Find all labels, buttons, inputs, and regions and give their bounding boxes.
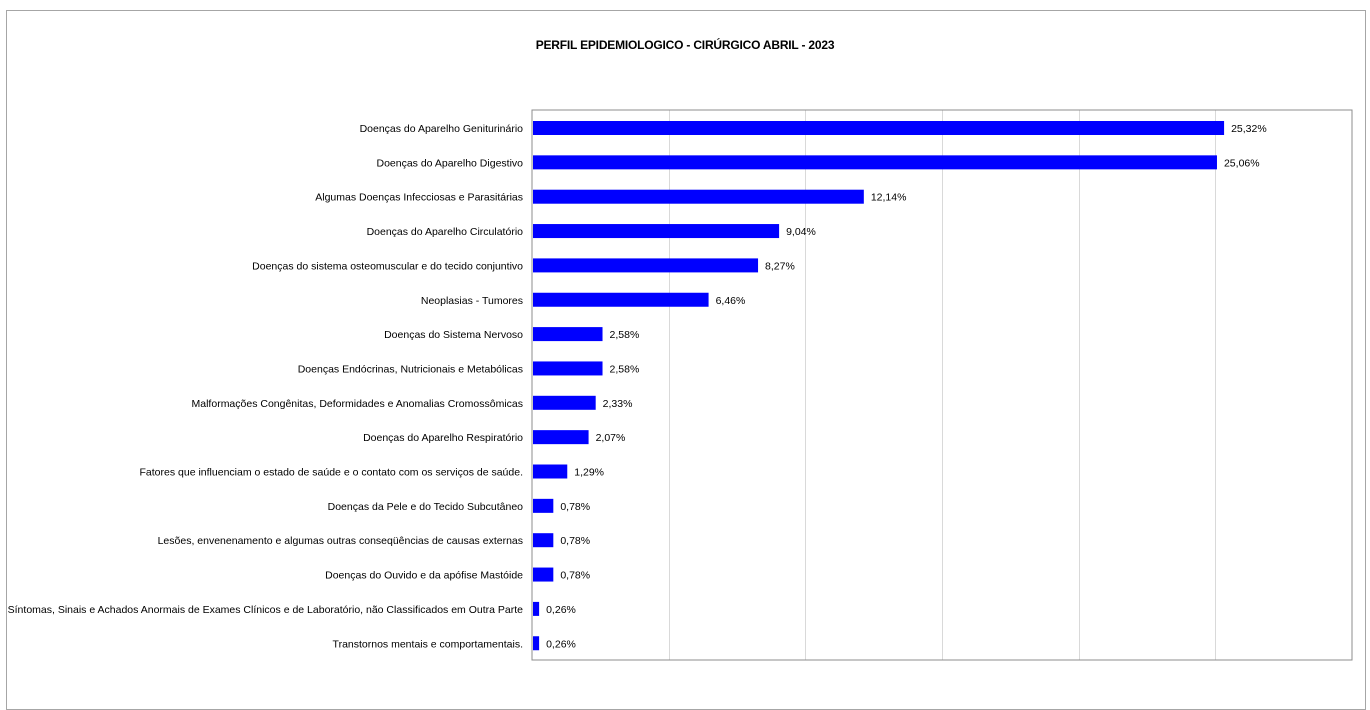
bar (533, 464, 568, 479)
bar (533, 121, 1225, 135)
bar (533, 189, 864, 204)
bar (533, 601, 540, 616)
category-label: Neoplasias - Tumores (421, 295, 523, 307)
value-label: 2,07% (596, 432, 626, 444)
chart-title: PERFIL EPIDEMIOLOGICO - CIRÚRGICO ABRIL … (535, 38, 835, 52)
bar (533, 498, 554, 513)
value-label: 8,27% (765, 260, 795, 272)
category-labels: Doenças do Aparelho Geniturinário Doenças… (8, 123, 524, 650)
bar (533, 361, 603, 376)
bar (533, 636, 540, 651)
value-label: 0,78% (560, 570, 590, 582)
category-label: Fatores que influenciam o estado de saúd… (140, 467, 523, 479)
category-label: Doenças do sistema osteomuscular e do te… (252, 260, 523, 272)
value-label: 0,78% (560, 501, 590, 513)
value-label: 0,26% (546, 638, 576, 650)
category-label: Doenças do Sistema Nervoso (384, 329, 523, 341)
bars (533, 121, 1225, 651)
bar (533, 155, 1217, 170)
category-label: Síntomas, Sinais e Achados Anormais de E… (8, 604, 524, 616)
bar (533, 395, 596, 410)
value-label: 25,32% (1231, 123, 1267, 135)
bar (533, 258, 759, 273)
category-label: Transtornos mentais e comportamentais. (333, 638, 523, 650)
bar (533, 567, 554, 582)
category-label: Malformações Congênitas, Deformidades e … (192, 398, 523, 410)
value-label: 0,78% (560, 535, 590, 547)
category-label: Doenças do Aparelho Circulatório (367, 226, 524, 238)
plot-area-border (531, 109, 1353, 661)
bar (533, 533, 554, 548)
category-label: Doenças do Aparelho Digestivo (376, 157, 523, 169)
value-label: 1,29% (574, 467, 604, 479)
value-label: 25,06% (1224, 157, 1260, 169)
category-label: Doenças do Ouvido e da apófise Mastóide (325, 570, 523, 582)
category-label: Doenças do Aparelho Respiratório (363, 432, 523, 444)
category-label: Doenças do Aparelho Geniturinário (360, 123, 524, 135)
value-label: 6,46% (716, 295, 746, 307)
category-label: Algumas Doenças Infecciosas e Parasitári… (315, 192, 523, 204)
value-label: 12,14% (871, 192, 907, 204)
value-label: 2,58% (610, 329, 640, 341)
value-label: 2,58% (610, 363, 640, 375)
value-labels: 25,32% 25,06% 12,14% 9,04% 8,27% 6,46% 2,58% 2,… (546, 123, 1267, 650)
category-label: Lesões, envenenamento e algumas outras c… (158, 535, 523, 547)
bar (533, 224, 780, 239)
bar (533, 327, 603, 342)
category-label: Doenças da Pele e do Tecido Subcutâneo (328, 501, 524, 513)
value-label: 0,26% (546, 604, 576, 616)
category-label: Doenças Endócrinas, Nutricionais e Metab… (298, 363, 523, 375)
value-label: 9,04% (786, 226, 816, 238)
bar (533, 430, 589, 445)
bar (533, 292, 709, 307)
value-label: 2,33% (603, 398, 633, 410)
